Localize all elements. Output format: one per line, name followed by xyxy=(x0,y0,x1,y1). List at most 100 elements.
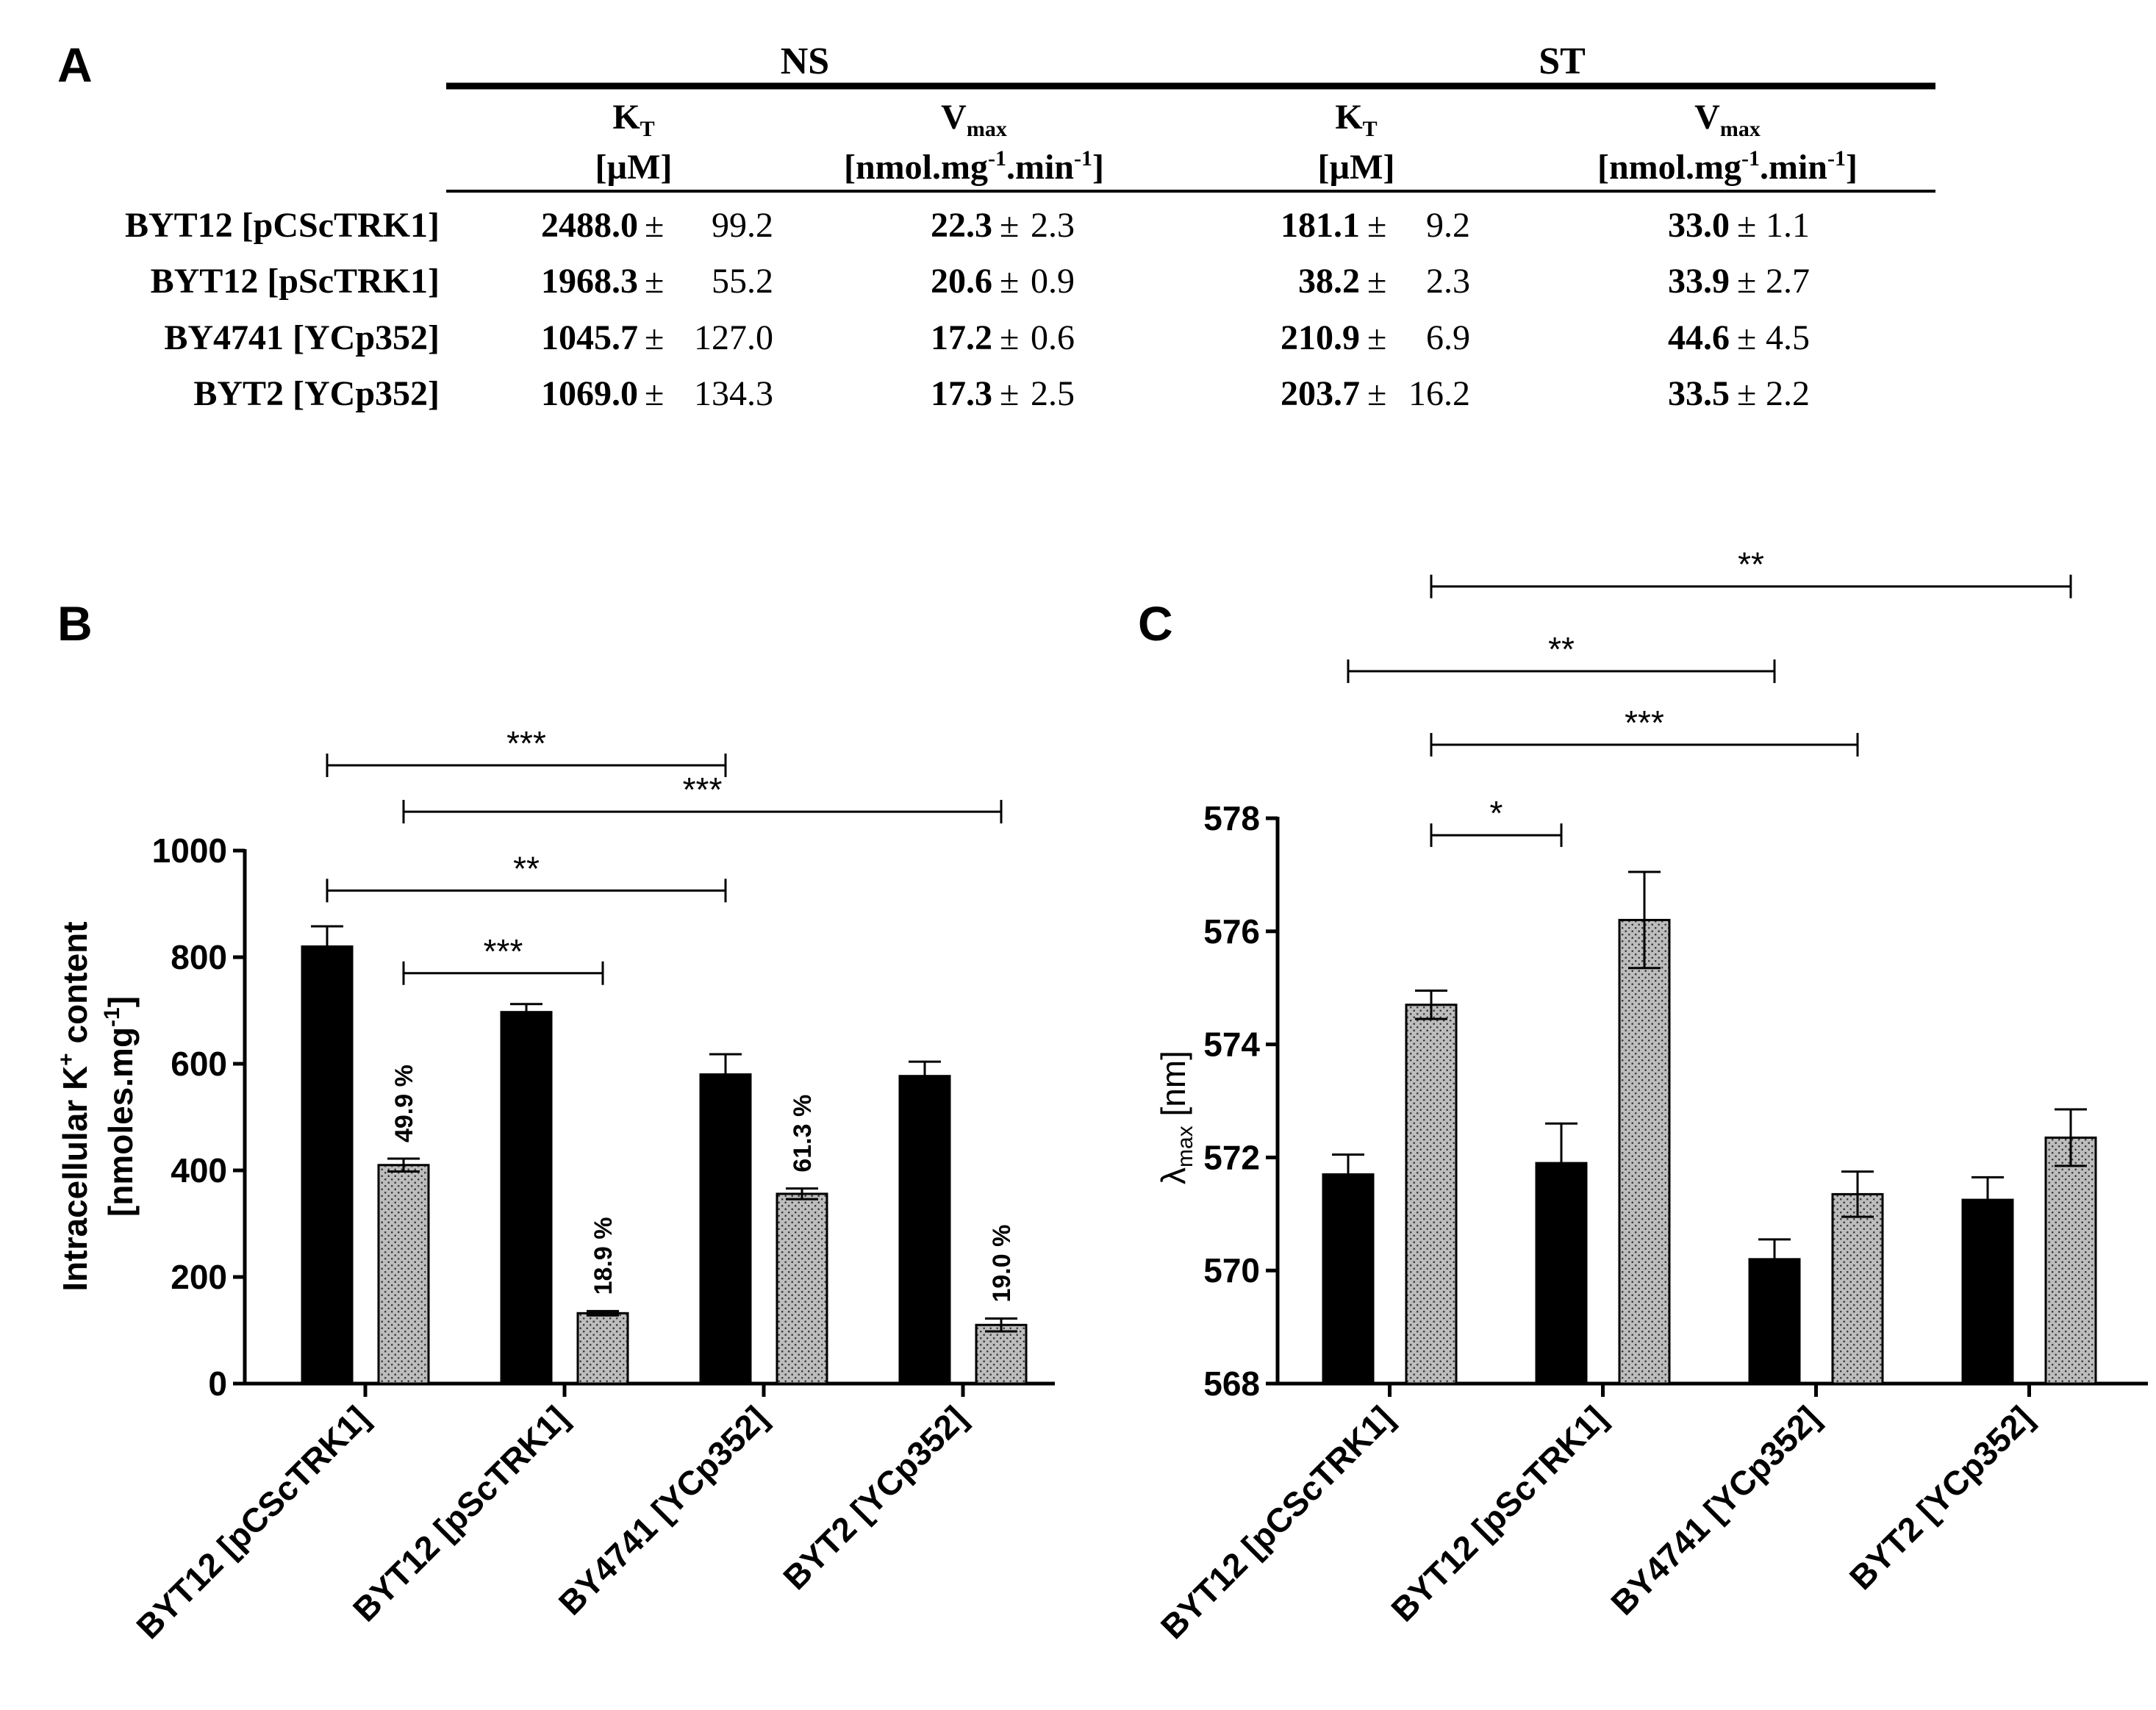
table-cell-mean: 1045.7 xyxy=(541,318,638,357)
table-cell-sd: 0.9 xyxy=(1031,262,1075,301)
panel-label-a: A xyxy=(57,37,93,92)
bar-ns xyxy=(699,1073,752,1385)
table-cell-sd: 4.5 xyxy=(1766,318,1810,357)
x-category-label: BYT12 [pScTRK1] xyxy=(1383,1398,1614,1628)
bar-st xyxy=(776,1192,828,1385)
bar-ns xyxy=(1961,1198,2014,1385)
table-cell-pm: ± xyxy=(1000,262,1019,301)
x-category-label: BY4741 [YCp352] xyxy=(551,1398,775,1622)
table-cell-sd: 2.5 xyxy=(1031,374,1075,413)
table-col-symbol: KT xyxy=(1335,98,1377,141)
bar-ns xyxy=(898,1075,951,1385)
significance-label: ** xyxy=(1738,545,1764,584)
table-cell-mean: 1968.3 xyxy=(541,262,638,301)
table-cell-sd: 134.3 xyxy=(694,374,773,413)
table-cell-mean: 2488.0 xyxy=(541,206,638,245)
table-cell-sd: 2.2 xyxy=(1766,374,1810,413)
percent-label: 19.0 % xyxy=(988,1225,1016,1303)
y-tick-label: 572 xyxy=(1203,1138,1260,1176)
table-cell-sd: 2.7 xyxy=(1766,262,1810,301)
y-tick-label: 570 xyxy=(1203,1251,1260,1289)
table-cell-sd: 9.2 xyxy=(1426,206,1470,245)
table-row-label: BYT12 [pScTRK1] xyxy=(151,262,440,301)
table-cell-pm: ± xyxy=(1367,374,1386,413)
table-cell-pm: ± xyxy=(1737,206,1756,245)
table-cell-sd: 0.6 xyxy=(1031,318,1075,357)
table-cell-pm: ± xyxy=(1737,318,1756,357)
bar-st xyxy=(1618,918,1671,1385)
table-col-symbol: Vmax xyxy=(941,98,1007,141)
table-cell-mean: 210.9 xyxy=(1281,318,1360,357)
bar-st xyxy=(576,1312,629,1385)
bar-st xyxy=(1405,1004,1458,1385)
table-cell-pm: ± xyxy=(1737,374,1756,413)
table-cell-pm: ± xyxy=(645,206,664,245)
table-row-label: BYT12 [pCScTRK1] xyxy=(125,206,440,245)
table-cell-pm: ± xyxy=(1000,318,1019,357)
bar-st xyxy=(2044,1136,2097,1385)
table-cell-mean: 181.1 xyxy=(1281,206,1360,245)
table-cell-mean: 20.6 xyxy=(931,262,992,301)
y-tick-label: 400 xyxy=(171,1151,227,1190)
significance-label: *** xyxy=(484,932,523,970)
table-col-unit: [µM] xyxy=(595,148,673,187)
table-cell-pm: ± xyxy=(1000,374,1019,413)
table-group-label: ST xyxy=(1539,40,1586,82)
bar-ns xyxy=(500,1011,553,1385)
table-cell-mean: 33.0 xyxy=(1668,206,1730,245)
x-category-label: BYT2 [YCp352] xyxy=(776,1398,974,1597)
chart-potassium-content: 0 200 400 600 800 1000 BYT12 [pCScTRK1]BYT12 [… xyxy=(54,724,1055,1646)
table-row-label: BY4741 [YCp352] xyxy=(164,318,440,357)
table-cell-mean: 38.2 xyxy=(1298,262,1360,301)
table-cell-mean: 33.9 xyxy=(1668,262,1730,301)
bar-st xyxy=(377,1164,430,1385)
y-tick-label: 578 xyxy=(1203,799,1260,837)
table-row-label: BYT2 [YCp352] xyxy=(193,374,440,413)
table-col-unit: [µM] xyxy=(1318,148,1395,187)
table-cell-mean: 203.7 xyxy=(1281,374,1360,413)
table-cell-sd: 2.3 xyxy=(1031,206,1075,245)
table-col-symbol: KT xyxy=(612,98,654,141)
significance-label: ** xyxy=(1548,630,1575,668)
table-cell-pm: ± xyxy=(1000,206,1019,245)
table-cell-pm: ± xyxy=(1737,262,1756,301)
table-cell-mean: 1069.0 xyxy=(541,374,638,413)
panel-label-b: B xyxy=(57,596,93,651)
y-axis-title: Intracellular K+ content xyxy=(54,921,94,1291)
table-cell-pm: ± xyxy=(645,374,664,413)
table-cell-pm: ± xyxy=(1367,262,1386,301)
table-cell-pm: ± xyxy=(1367,206,1386,245)
y-tick-label: 1000 xyxy=(152,831,227,870)
y-tick-label: 574 xyxy=(1203,1026,1260,1064)
x-category-label: BYT12 [pCScTRK1] xyxy=(129,1398,376,1646)
table-cell-mean: 22.3 xyxy=(931,206,992,245)
percent-label: 61.3 % xyxy=(789,1095,817,1173)
bar-st xyxy=(975,1323,1028,1385)
bar-st xyxy=(1831,1192,1884,1385)
significance-label: *** xyxy=(683,770,723,809)
table-cell-mean: 33.5 xyxy=(1668,374,1730,413)
table-cell-pm: ± xyxy=(1367,318,1386,357)
table-cell-sd: 2.3 xyxy=(1426,262,1470,301)
table-cell-sd: 1.1 xyxy=(1766,206,1810,245)
x-category-label: BYT12 [pScTRK1] xyxy=(345,1398,576,1628)
significance-label: *** xyxy=(506,724,546,762)
table-group-label: NS xyxy=(781,40,829,82)
table-col-symbol: Vmax xyxy=(1694,98,1761,141)
x-category-label: BY4741 [YCp352] xyxy=(1603,1398,1827,1622)
table-cell-pm: ± xyxy=(645,318,664,357)
table-cell-sd: 16.2 xyxy=(1408,374,1470,413)
bar-ns xyxy=(1322,1173,1375,1385)
y-tick-label: 600 xyxy=(171,1045,227,1083)
kinetics-table: NS ST KT [µM] Vmax [nmol.mg-1.min-1] KT [µM] Vma… xyxy=(125,40,1935,413)
table-cell-sd: 55.2 xyxy=(712,262,773,301)
y-axis-title-unit: [nmoles.mg-1] xyxy=(100,996,140,1217)
table-cell-sd: 127.0 xyxy=(694,318,773,357)
significance-label: *** xyxy=(1625,704,1664,742)
table-cell-mean: 17.3 xyxy=(931,374,992,413)
y-tick-label: 576 xyxy=(1203,912,1260,951)
percent-label: 18.9 % xyxy=(590,1217,617,1295)
table-cell-sd: 99.2 xyxy=(712,206,773,245)
significance-label: * xyxy=(1490,794,1503,832)
